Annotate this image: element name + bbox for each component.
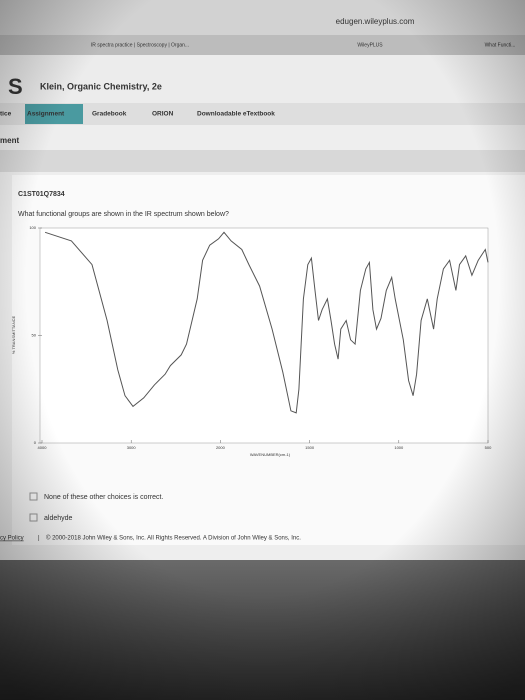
site-header	[0, 55, 525, 103]
choice[interactable]: None of these other choices is correct.	[44, 494, 164, 501]
x-tick-label: 1000	[394, 445, 404, 450]
nav-item[interactable]: tice	[0, 111, 12, 118]
course-title: Klein, Organic Chemistry, 2e	[40, 81, 162, 91]
nav-item[interactable]: ORION	[152, 111, 174, 118]
x-tick-label: 1500	[305, 445, 315, 450]
browser-tab[interactable]: WileyPLUS	[357, 42, 383, 48]
section-band	[0, 150, 525, 172]
desk	[0, 560, 525, 700]
x-axis-label: WAVENUMBER(cm-1)	[250, 452, 291, 457]
plot-area	[39, 227, 489, 444]
logo: S	[8, 74, 23, 99]
choice-box[interactable]	[29, 492, 38, 501]
x-tick-label: 500	[485, 445, 492, 450]
question-id: C1ST01Q7834	[18, 191, 65, 198]
url[interactable]: edugen.wileyplus.com	[336, 17, 415, 26]
y-axis-label: % TRANSMITTANCE	[11, 316, 16, 355]
nav-item[interactable]: Assignment	[27, 111, 65, 118]
choice[interactable]: aldehyde	[44, 515, 73, 522]
copyright: © 2000-2018 John Wiley & Sons, Inc. All …	[46, 535, 301, 542]
section-title: ment	[0, 136, 19, 145]
question-text: What functional groups are shown in the …	[18, 211, 229, 218]
browser-tab[interactable]: What Functi...	[485, 42, 516, 48]
x-tick-label: 4000	[38, 445, 48, 450]
address-bar	[0, 0, 525, 35]
tab-bar	[0, 35, 525, 55]
x-tick-label: 2000	[216, 445, 226, 450]
y-tick-label: 100	[29, 225, 36, 230]
browser-tab[interactable]: IR spectra practice | Spectroscopy | Org…	[91, 42, 189, 48]
x-tick-label: 3000	[127, 445, 137, 450]
policy-link[interactable]: cy Policy	[0, 536, 24, 542]
choice-box[interactable]	[29, 513, 38, 522]
y-tick-label: 50	[32, 333, 37, 338]
nav-item[interactable]: Downloadable eTextbook	[197, 111, 275, 118]
nav-item[interactable]: Gradebook	[92, 111, 127, 118]
